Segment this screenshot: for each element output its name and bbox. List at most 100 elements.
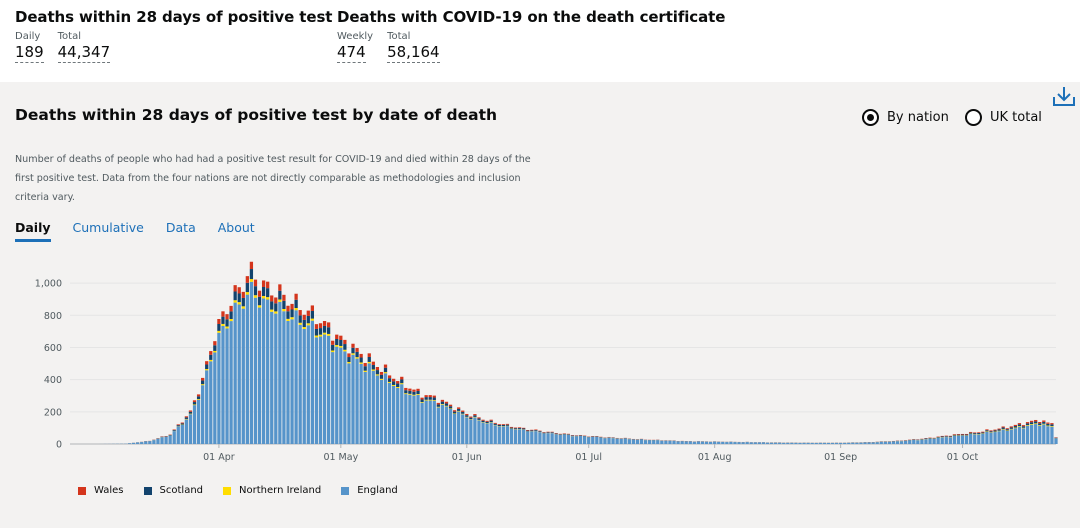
tab-daily[interactable]: Daily	[15, 220, 51, 242]
bar-segment-scotland	[286, 311, 290, 319]
bar-segment-wales	[379, 371, 384, 375]
bar-segment-scotland	[387, 378, 392, 382]
bar-segment-wales	[985, 429, 989, 431]
bar-segment-england	[778, 442, 782, 444]
bar-segment-england	[721, 441, 725, 444]
bar-segment-england	[932, 438, 936, 444]
bar-segment-northern-ireland	[375, 374, 380, 376]
bar-segment-england	[745, 442, 749, 444]
bar-segment-england	[956, 435, 961, 444]
bar-segment-england	[977, 434, 981, 444]
bar-segment-wales	[286, 305, 290, 312]
bar-segment-northern-ireland	[444, 405, 449, 407]
bar-segment-england	[826, 442, 831, 444]
bar-segment-northern-ireland	[196, 399, 201, 400]
bar-segment-england	[359, 363, 363, 444]
radio-by-nation[interactable]: By nation	[862, 109, 949, 126]
y-tick-label: 200	[44, 407, 62, 418]
bar-segment-northern-ireland	[1029, 424, 1034, 425]
bar-segment-england	[737, 442, 741, 444]
bar-segment-wales	[180, 422, 184, 424]
bar-segment-northern-ireland	[229, 319, 233, 322]
bar-segment-england	[656, 440, 660, 444]
bar-segment-scotland	[176, 425, 180, 427]
bar-segment-england	[127, 443, 132, 444]
bar-segment-wales	[428, 395, 432, 398]
bar-segment-england	[379, 379, 384, 444]
bar-segment-scotland	[948, 436, 952, 437]
bar-segment-scotland	[339, 340, 343, 346]
bar-segment-england	[140, 442, 144, 444]
bar-segment-scotland	[168, 434, 172, 436]
bar-segment-wales	[392, 378, 396, 382]
bar-segment-england	[676, 441, 680, 444]
bar-segment-england	[936, 437, 940, 444]
radio-selected-icon[interactable]	[862, 109, 879, 126]
bar-segment-northern-ireland	[339, 345, 343, 348]
headline-title: Deaths within 28 days of positive test	[15, 8, 333, 26]
bar-segment-wales	[241, 291, 245, 298]
bar-segment-wales	[192, 400, 197, 403]
bar-segment-scotland	[1038, 423, 1042, 426]
bar-segment-northern-ireland	[306, 323, 310, 326]
bar-segment-england	[233, 302, 237, 444]
bar-segment-england	[757, 442, 761, 444]
bar-segment-wales	[1009, 426, 1013, 428]
bar-segment-wales	[977, 432, 981, 434]
bar-segment-northern-ireland	[436, 406, 440, 408]
bar-segment-england	[351, 354, 355, 444]
metric-value[interactable]: 189	[15, 43, 44, 63]
bar-segment-england	[895, 441, 900, 444]
tab-about[interactable]: About	[217, 220, 255, 235]
metric-weekly: Weekly 474	[337, 31, 373, 63]
bar-segment-northern-ireland	[404, 393, 408, 395]
bar-segment-scotland	[396, 383, 400, 388]
bar-segment-england	[749, 442, 753, 444]
bar-segment-england	[875, 442, 879, 444]
bar-segment-scotland	[188, 411, 193, 414]
legend-item-england: England	[341, 485, 398, 496]
card-title: Deaths within 28 days of positive test b…	[15, 106, 498, 124]
bar-segment-england	[672, 440, 676, 444]
bar-segment-england	[838, 442, 843, 444]
bar-segment-scotland	[213, 345, 217, 351]
bar-segment-wales	[217, 319, 221, 325]
bar-segment-scotland	[461, 411, 465, 414]
bar-segment-scotland	[1029, 422, 1034, 425]
metric-value[interactable]: 474	[337, 43, 366, 63]
metric-label: Total	[387, 31, 411, 42]
tab-data[interactable]: Data	[165, 220, 196, 235]
radio-unselected-icon[interactable]	[965, 109, 982, 126]
bar-segment-england	[436, 407, 440, 444]
bar-segment-england	[396, 387, 400, 444]
bar-segment-england	[530, 431, 534, 444]
bar-segment-england	[1005, 430, 1009, 444]
bar-segment-wales	[477, 417, 481, 419]
bar-segment-scotland	[526, 430, 530, 432]
bar-segment-scotland	[392, 381, 396, 385]
bar-segment-wales	[538, 430, 542, 432]
deaths-bar-chart: 0 200 400 600 800 1,000 01 Apr 01 May 01 Jun 01 J…	[35, 261, 1058, 463]
bar-segment-northern-ireland	[253, 295, 258, 298]
download-icon[interactable]	[1052, 85, 1076, 107]
bar-segment-scotland	[538, 431, 542, 432]
bar-segment-wales	[481, 419, 485, 421]
bar-segment-northern-ireland	[432, 400, 436, 401]
bar-segment-scotland	[375, 370, 380, 375]
metric-value[interactable]: 58,164	[387, 43, 440, 63]
radio-uk-total[interactable]: UK total	[965, 109, 1042, 126]
bar-segment-england	[587, 437, 591, 444]
bar-segment-northern-ireland	[396, 387, 400, 388]
bar-segment-england	[290, 319, 294, 444]
bar-segment-england	[184, 419, 189, 444]
bar-segment-northern-ireland	[363, 370, 367, 372]
bar-segment-northern-ireland	[282, 308, 286, 312]
y-tick-label: 600	[44, 343, 62, 354]
metric-value[interactable]: 44,347	[57, 43, 111, 63]
bar-segment-northern-ireland	[387, 381, 392, 383]
bar-segment-scotland	[444, 403, 449, 406]
bar-segment-england	[225, 328, 229, 444]
bar-segment-northern-ireland	[201, 384, 205, 386]
tab-cumulative[interactable]: Cumulative	[72, 220, 144, 235]
bar-segment-england	[257, 307, 262, 444]
